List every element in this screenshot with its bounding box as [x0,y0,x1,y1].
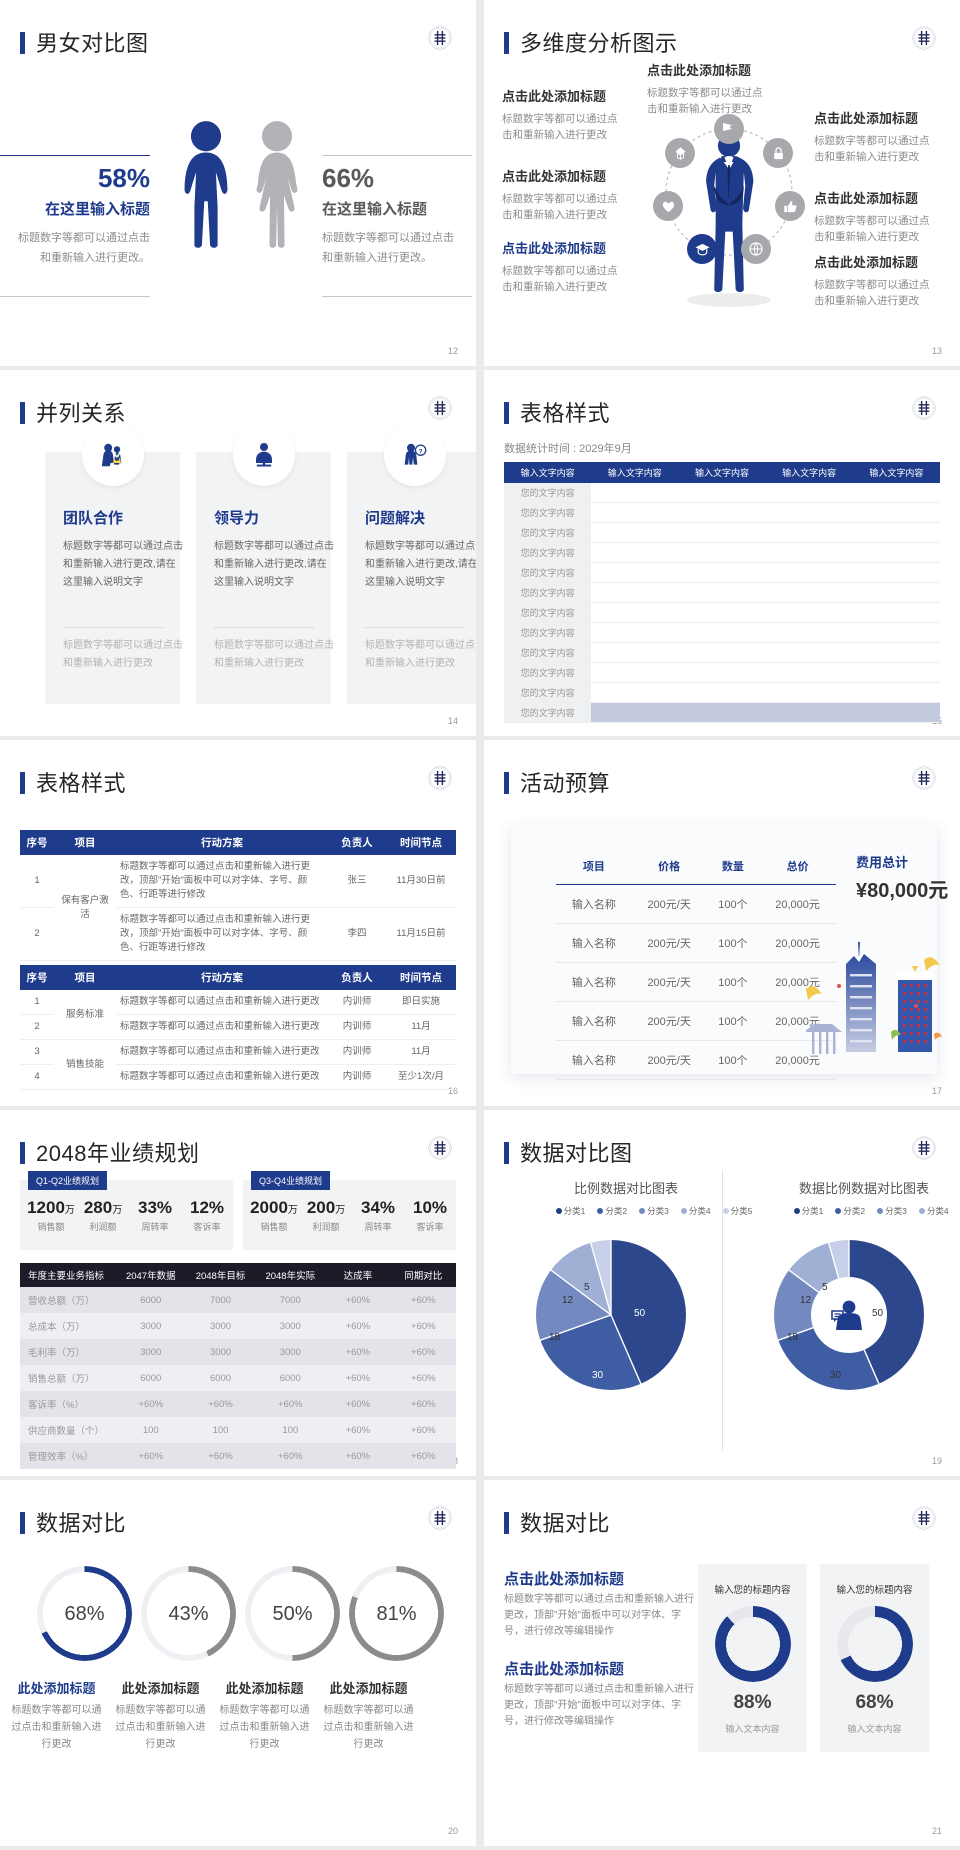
svg-text:?: ? [418,448,422,455]
